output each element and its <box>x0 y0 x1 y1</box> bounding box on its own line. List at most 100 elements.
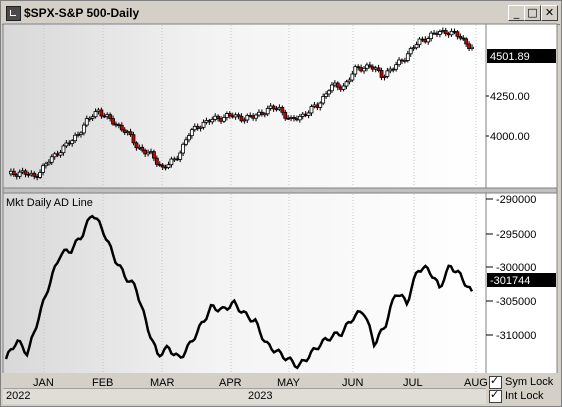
candle-body <box>405 53 410 61</box>
ad-line-panel[interactable] <box>2 192 487 376</box>
candle-body <box>181 143 185 154</box>
candle-body <box>449 30 454 36</box>
candle-body <box>49 156 54 163</box>
month-label: MAY <box>277 377 301 389</box>
candle-body <box>327 90 331 95</box>
month-label: JUL <box>403 377 423 389</box>
ad-tick-label: -300000 <box>496 262 536 274</box>
month-label: MAR <box>150 377 175 389</box>
ad-tick-label: -295000 <box>496 229 536 241</box>
year-label: 2023 <box>248 390 273 402</box>
candle-body <box>178 152 183 160</box>
candle-body <box>414 44 419 49</box>
candle-body <box>262 113 267 116</box>
candle-body <box>335 82 340 88</box>
candle-body <box>297 115 302 121</box>
year-label: 2022 <box>6 390 31 402</box>
candle-body <box>154 157 159 165</box>
candle-body <box>350 73 355 81</box>
candle-body <box>309 106 314 114</box>
candle-body <box>32 172 37 177</box>
ad-line-series <box>4 214 474 370</box>
candle-body <box>318 102 323 108</box>
candle-body <box>81 124 86 134</box>
candle-body <box>417 38 422 46</box>
candle-body <box>227 113 232 117</box>
candle-body <box>437 31 442 35</box>
candle-body <box>169 158 174 166</box>
candle-body <box>38 172 43 178</box>
candle-body <box>259 111 264 115</box>
ad-tick-label: -305000 <box>496 296 536 308</box>
candle-body <box>470 46 474 49</box>
candle-body <box>265 108 270 115</box>
candle-body <box>108 114 113 119</box>
int-lock-label: Int Lock <box>505 390 544 402</box>
candle-body <box>84 118 89 126</box>
candle-body <box>324 93 328 97</box>
candle-body <box>306 112 311 116</box>
price-panel[interactable] <box>2 23 487 189</box>
candle-body <box>382 75 387 78</box>
candle-body <box>458 35 463 39</box>
month-label: AUG <box>464 377 488 389</box>
candle-body <box>402 60 407 62</box>
candle-body <box>330 84 334 92</box>
candle-body <box>152 151 156 159</box>
candle-body <box>397 59 401 66</box>
candle-body <box>134 142 139 149</box>
candle-body <box>184 139 188 145</box>
candle-body <box>140 146 145 151</box>
last-price-value: 4501.89 <box>490 51 530 63</box>
candle-body <box>426 38 431 43</box>
candle-body <box>321 96 326 104</box>
candle-body <box>254 114 258 119</box>
candle-body <box>271 105 276 110</box>
candle-body <box>385 70 390 77</box>
candle-body <box>111 118 115 125</box>
last-ad-value: -301744 <box>490 275 530 287</box>
candle-body <box>87 117 92 120</box>
price-tick-label: 4250.00 <box>490 91 530 103</box>
candle-body <box>236 114 241 117</box>
candle-body <box>128 131 133 136</box>
candle-body <box>93 111 98 118</box>
maximize-button[interactable]: □ <box>524 5 541 21</box>
int-lock-checkbox[interactable] <box>489 388 502 403</box>
sym-lock-label: Sym Lock <box>505 376 554 388</box>
chart-app-icon[interactable] <box>6 6 21 21</box>
candle-body <box>429 32 434 39</box>
candle-body <box>455 31 460 37</box>
price-tick-label: 4000.00 <box>490 131 530 143</box>
window-title: $SPX-S&P 500-Daily <box>24 6 140 20</box>
candle-body <box>90 116 95 119</box>
candle-body <box>464 38 469 45</box>
candle-body <box>201 121 206 128</box>
candle-body <box>443 30 448 35</box>
candle-body <box>362 67 366 72</box>
year-strip <box>3 388 486 404</box>
month-label: APR <box>219 377 242 389</box>
candle-body <box>46 161 51 165</box>
candle-body <box>411 47 416 50</box>
candle-body <box>119 124 124 131</box>
candle-body <box>17 171 22 177</box>
candle-body <box>356 66 361 69</box>
candle-body <box>99 109 104 117</box>
ad-tick-label: -310000 <box>496 330 536 342</box>
month-label: JUN <box>342 377 364 389</box>
candle-body <box>189 129 194 137</box>
price-candles <box>9 27 474 181</box>
panel-splitter[interactable] <box>2 187 558 194</box>
candle-body <box>242 119 247 122</box>
candle-body <box>61 145 66 154</box>
candle-body <box>376 67 381 71</box>
candle-body <box>467 43 471 49</box>
candle-body <box>216 115 221 120</box>
candle-body <box>131 134 136 144</box>
candle-body <box>347 79 352 83</box>
month-label: FEB <box>92 377 114 389</box>
close-button[interactable]: ✕ <box>541 5 558 21</box>
candle-body <box>367 64 372 68</box>
